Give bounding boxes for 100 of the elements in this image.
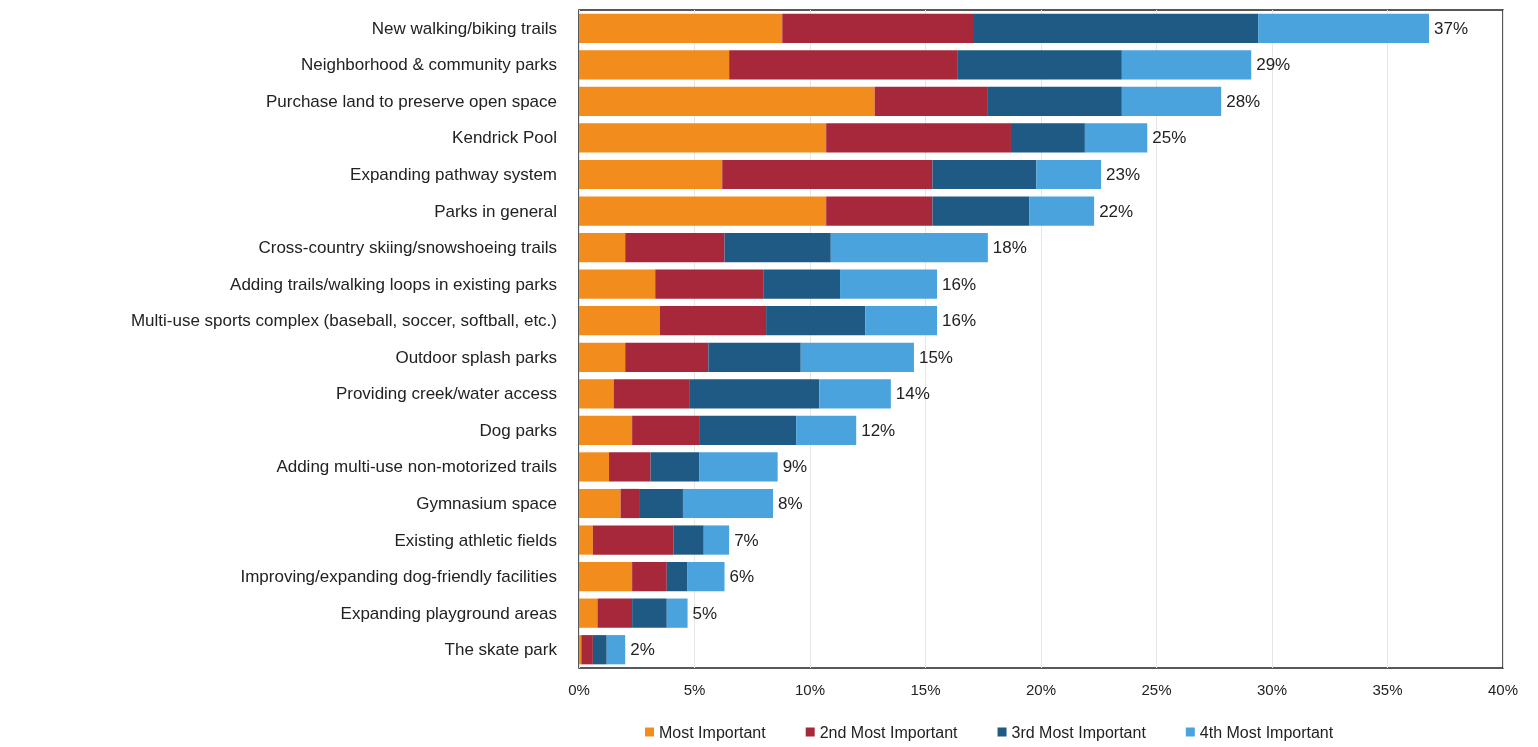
total-label: 7% xyxy=(734,530,759,550)
bar xyxy=(579,379,614,409)
y-tick-label: Gymnasium space xyxy=(416,494,557,513)
bar xyxy=(625,342,709,372)
bar xyxy=(579,13,783,43)
bar xyxy=(1258,13,1430,43)
x-tick-label: 10% xyxy=(794,681,826,698)
y-tick-label: Expanding playground areas xyxy=(340,603,557,623)
bar xyxy=(579,488,621,519)
bar xyxy=(687,561,725,592)
y-tick-label: Kendrick Pool xyxy=(452,128,557,148)
bar xyxy=(579,598,598,628)
y-tick-label: Outdoor splash parks xyxy=(395,347,557,367)
bar xyxy=(819,379,891,409)
bar xyxy=(632,598,667,628)
bar xyxy=(579,50,730,80)
x-tick-label: 5% xyxy=(683,681,706,698)
y-tick-label: Purchase land to preserve open space xyxy=(265,91,557,111)
bar xyxy=(673,525,704,555)
bar xyxy=(932,196,1030,226)
total-label: 37% xyxy=(1434,18,1469,38)
total-label: 9% xyxy=(782,457,808,477)
total-label: 29% xyxy=(1256,55,1291,75)
bar xyxy=(592,635,607,665)
legend-label: 2nd Most Important xyxy=(819,723,959,741)
bar xyxy=(987,86,1122,117)
bar xyxy=(699,452,778,482)
y-tick-label: Improving/expanding dog-friendly facilities xyxy=(240,567,557,587)
total-label: 6% xyxy=(729,567,755,587)
bar xyxy=(1010,123,1085,153)
bar xyxy=(932,159,1037,190)
bar xyxy=(606,635,626,665)
x-tick-label: 15% xyxy=(910,681,941,698)
legend-label: 3rd Most Important xyxy=(1011,723,1147,741)
y-tick-label: Providing creek/water access xyxy=(335,384,557,404)
bar xyxy=(632,415,700,446)
bar xyxy=(865,306,938,336)
total-label: 5% xyxy=(692,603,718,623)
y-tick-label: Adding trails/walking loops in existing parks xyxy=(230,274,557,294)
y-tick-label: New walking/biking trails xyxy=(371,18,557,38)
bar xyxy=(766,306,866,336)
x-tick-label: 30% xyxy=(1256,681,1288,698)
bar xyxy=(579,306,660,336)
bar xyxy=(579,269,656,299)
total-label: 23% xyxy=(1106,165,1141,184)
bar xyxy=(632,561,667,592)
bar xyxy=(957,50,1122,80)
bar xyxy=(699,415,797,446)
bar xyxy=(579,159,723,190)
total-label: 12% xyxy=(861,420,896,440)
bar xyxy=(826,196,933,226)
bar xyxy=(974,13,1259,43)
bar xyxy=(650,452,700,482)
bar xyxy=(579,86,875,117)
bar xyxy=(625,232,725,263)
x-tick-label: 20% xyxy=(1025,681,1057,698)
bar xyxy=(579,452,610,482)
y-tick-label: Cross-country skiing/snowshoeing trails xyxy=(258,238,557,258)
y-tick-label: Multi-use sports complex (baseball, soccer, softball, etc.) xyxy=(130,311,557,331)
bar xyxy=(796,415,857,446)
bar xyxy=(659,306,767,336)
bar xyxy=(1084,123,1148,153)
bar xyxy=(800,342,914,372)
bar xyxy=(609,452,651,482)
y-tick-label: Dog parks xyxy=(479,420,557,440)
bar xyxy=(579,123,827,153)
total-label: 8% xyxy=(778,494,803,513)
bar xyxy=(579,415,633,446)
bar xyxy=(874,86,988,117)
bar xyxy=(1121,50,1252,80)
bar xyxy=(703,525,730,555)
total-label: 15% xyxy=(918,347,953,367)
y-tick-label: The skate park xyxy=(444,640,558,660)
bar xyxy=(682,488,774,519)
bar xyxy=(579,525,593,555)
bar xyxy=(782,13,975,43)
bar xyxy=(826,123,1011,153)
bar xyxy=(840,269,938,299)
bar xyxy=(729,50,958,80)
bar xyxy=(763,269,841,299)
bar xyxy=(579,232,626,263)
bar xyxy=(666,598,688,628)
y-tick-label: Existing athletic fields xyxy=(394,530,557,550)
bar xyxy=(597,598,633,628)
total-label: 18% xyxy=(992,238,1027,258)
bar xyxy=(722,159,933,190)
bar xyxy=(708,342,801,372)
y-tick-label: Expanding pathway system xyxy=(350,165,557,184)
bar xyxy=(1029,196,1095,226)
bar xyxy=(613,379,690,409)
bar xyxy=(579,561,633,592)
total-label: 22% xyxy=(1099,201,1134,221)
bar xyxy=(639,488,683,519)
total-label: 14% xyxy=(895,384,930,404)
y-tick-label: Parks in general xyxy=(434,201,557,221)
bar xyxy=(592,525,674,555)
total-label: 25% xyxy=(1152,128,1187,148)
total-label: 16% xyxy=(942,311,977,331)
bar xyxy=(689,379,820,409)
x-tick-label: 25% xyxy=(1141,681,1172,698)
